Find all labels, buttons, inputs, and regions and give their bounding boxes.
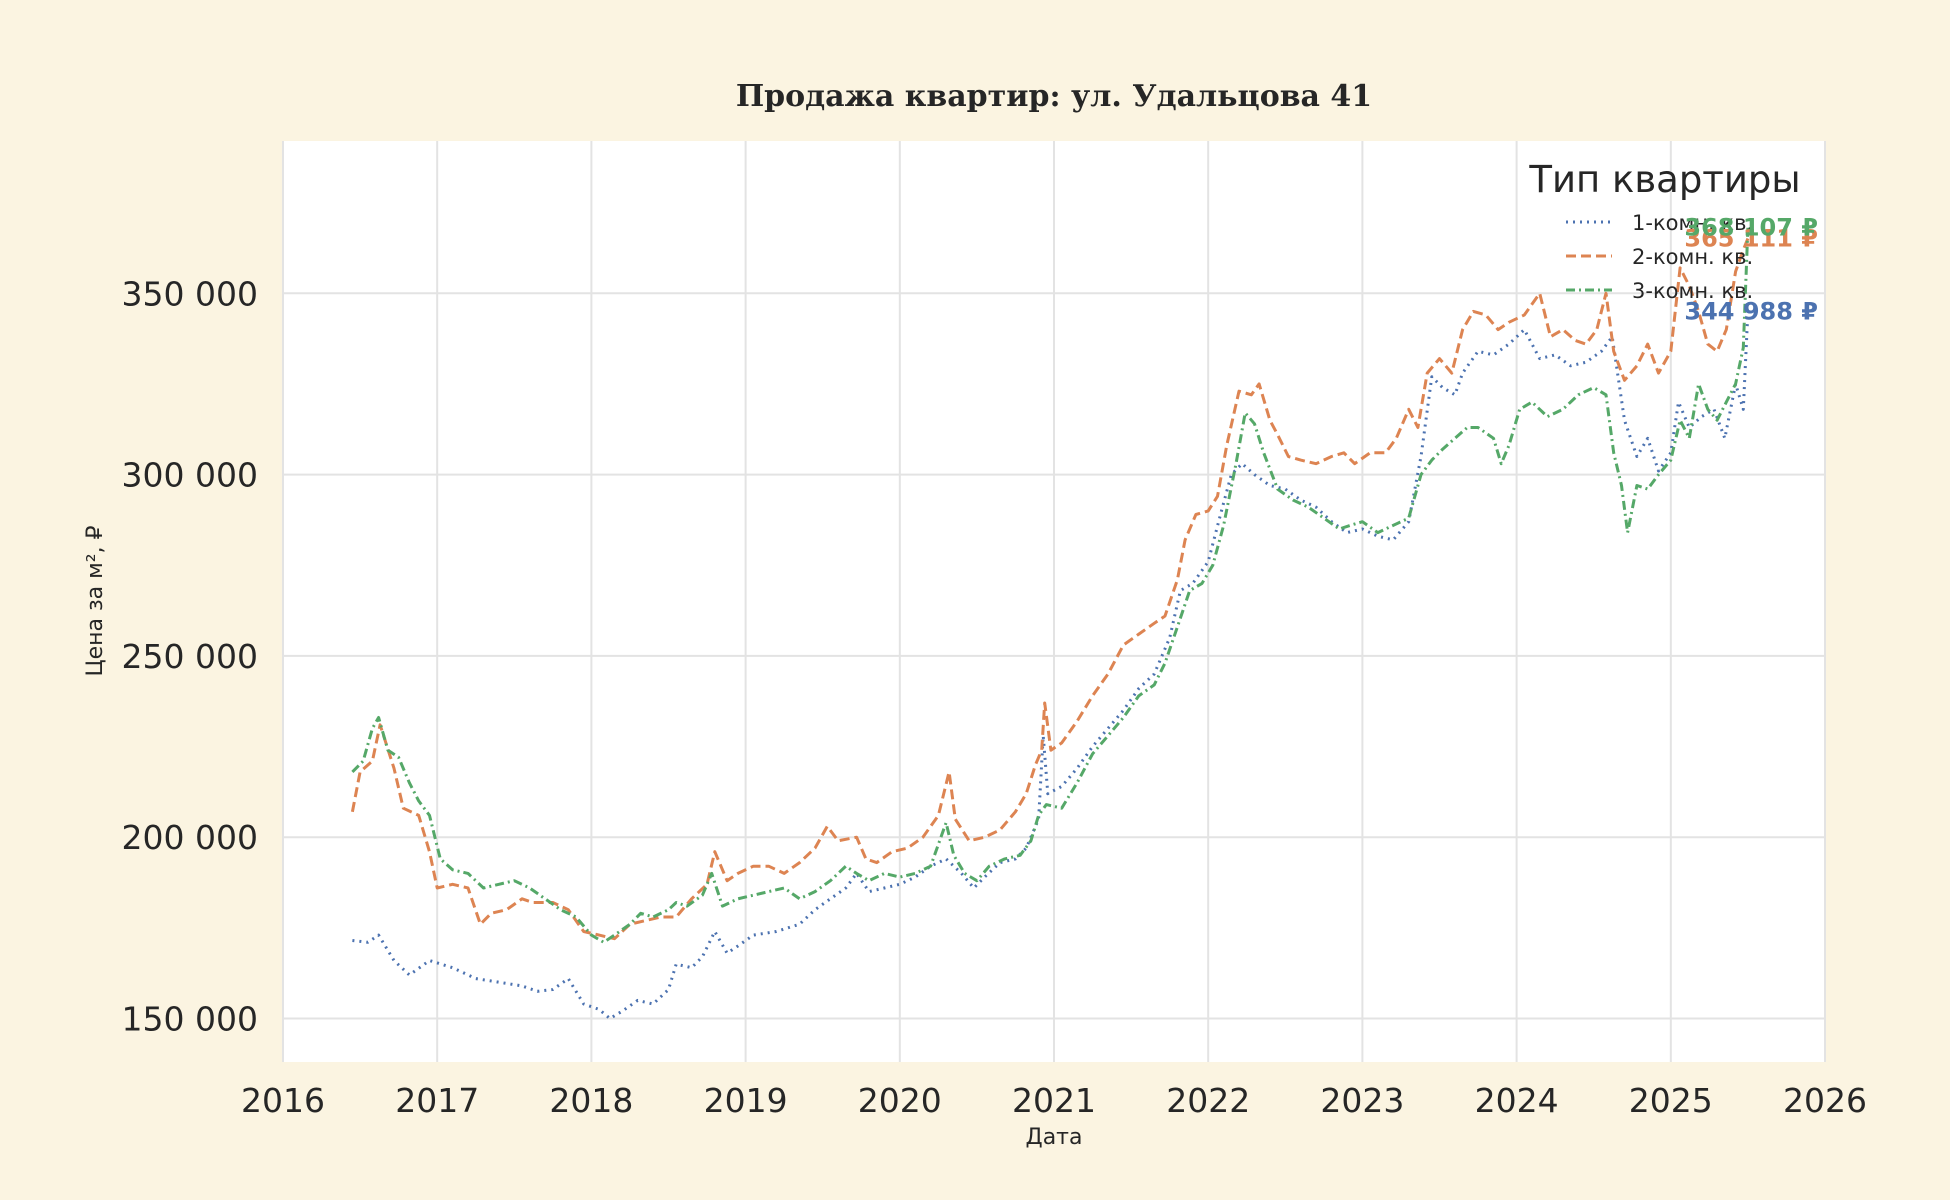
x-tick-label: 2018 — [549, 1081, 633, 1120]
legend-title: Тип квартиры — [1528, 158, 1800, 201]
x-tick-label: 2016 — [241, 1081, 325, 1120]
x-tick-label: 2022 — [1166, 1081, 1250, 1120]
grid — [282, 141, 1826, 1062]
series-line-3 — [351, 227, 1750, 944]
end-value-label-3: 368 107 ₽ — [1684, 214, 1818, 242]
y-axis-label: Цена за м², ₽ — [83, 525, 108, 676]
y-tick-label: 150 000 — [122, 999, 258, 1038]
x-axis-label: Дата — [1026, 1125, 1083, 1150]
x-tick-label: 2023 — [1320, 1081, 1404, 1120]
x-tick-labels: 2016 2017 2018 2019 2020 2021 2022 2023 2024 2025… — [241, 1081, 1867, 1120]
end-value-label-1: 344 988 ₽ — [1684, 297, 1818, 325]
y-tick-label: 250 000 — [122, 637, 258, 676]
x-tick-label: 2021 — [1012, 1081, 1096, 1120]
legend-label-3: 3-комн. кв. — [1632, 279, 1753, 303]
y-tick-label: 200 000 — [122, 818, 258, 857]
chart-title: Продажа квартир: ул. Удальцова 41 — [736, 79, 1372, 114]
series-line-2 — [350, 237, 1750, 941]
x-tick-label: 2020 — [858, 1081, 942, 1120]
series-lines — [350, 227, 1750, 1020]
legend: Тип квартиры 1-комн. кв. 2-комн. кв. 3-ком… — [1528, 158, 1800, 303]
end-value-label-2: 365 111 ₽ — [1684, 224, 1818, 252]
x-tick-label: 2025 — [1629, 1081, 1713, 1120]
end-labels: 344 988 ₽ 365 111 ₽368 107 ₽ — [1684, 214, 1818, 326]
x-tick-label: 2017 — [395, 1081, 479, 1120]
y-tick-label: 300 000 — [122, 456, 258, 495]
y-tick-label: 350 000 — [122, 274, 258, 313]
legend-label-1: 1-комн. кв. — [1632, 211, 1753, 235]
x-tick-label: 2026 — [1783, 1081, 1867, 1120]
legend-items: 1-комн. кв. 2-комн. кв. 3-комн. кв. — [1566, 211, 1753, 303]
x-tick-label: 2024 — [1475, 1081, 1559, 1120]
y-tick-labels: 150 000 200 000 250 000 300 000 350 000 — [122, 274, 258, 1038]
x-tick-label: 2019 — [704, 1081, 788, 1120]
legend-label-2: 2-комн. кв. — [1632, 245, 1753, 269]
